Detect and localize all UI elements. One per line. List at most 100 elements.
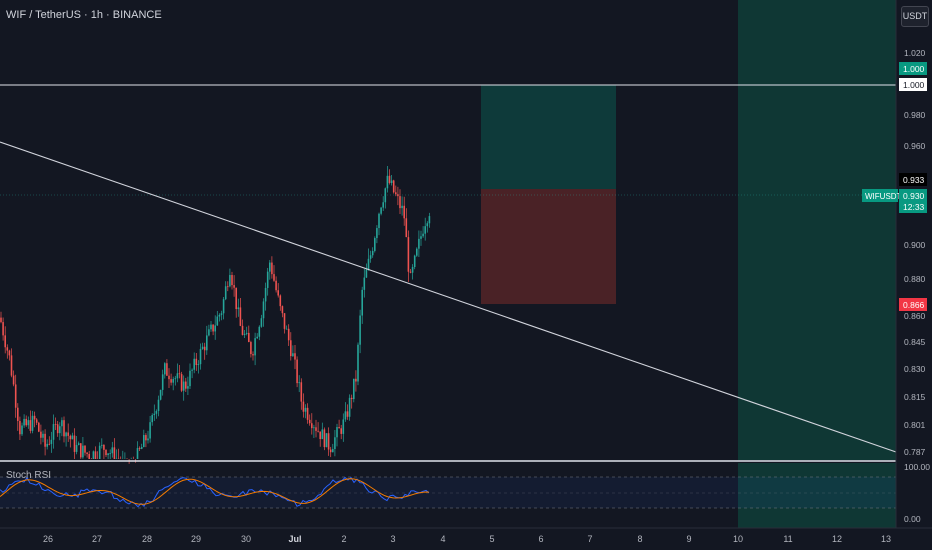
candle-body-up bbox=[313, 427, 315, 429]
candle-body-up bbox=[216, 316, 219, 326]
candle-body-up bbox=[237, 307, 240, 310]
candle-body-up bbox=[258, 326, 261, 337]
candle-body-up bbox=[61, 420, 63, 427]
candle-body-down bbox=[340, 428, 342, 434]
candle-body-up bbox=[369, 255, 372, 259]
candle-body-down bbox=[166, 363, 168, 376]
candle-body-up bbox=[155, 411, 158, 414]
candle-body-up bbox=[285, 328, 288, 330]
candle-body-up bbox=[353, 378, 355, 400]
candle-body-down bbox=[138, 448, 141, 449]
candle-body-up bbox=[153, 413, 156, 416]
candle-body-down bbox=[54, 424, 57, 425]
candle-body-down bbox=[113, 447, 116, 459]
candle-body-up bbox=[298, 382, 300, 384]
candle-body-down bbox=[185, 381, 187, 389]
candle-body-up bbox=[107, 453, 109, 456]
candle-body-up bbox=[21, 425, 23, 435]
time-axis[interactable]: 26 27 28 29 30 Jul 2 3 4 5 6 7 8 9 10 11… bbox=[43, 534, 891, 544]
stoch-rsi-d-line bbox=[0, 478, 430, 505]
candle-body-up bbox=[365, 269, 368, 278]
candle-body-down bbox=[88, 453, 90, 459]
candle-body-down bbox=[311, 423, 313, 429]
candle-body-up bbox=[229, 275, 231, 287]
candle-body-up bbox=[98, 445, 101, 459]
candle-body-down bbox=[178, 373, 181, 375]
candle-body-up bbox=[109, 453, 111, 455]
candle-body-down bbox=[287, 328, 290, 341]
candle-body-up bbox=[254, 338, 256, 356]
candle-body-up bbox=[101, 444, 103, 446]
candle-body-up bbox=[189, 370, 191, 387]
candle-body-up bbox=[411, 267, 414, 273]
candle-body-up bbox=[23, 418, 25, 426]
candle-body-up bbox=[269, 262, 271, 272]
future-zone bbox=[738, 0, 896, 460]
candle-body-down bbox=[275, 280, 277, 291]
time-tick: 6 bbox=[538, 534, 543, 544]
candle-body-up bbox=[46, 443, 48, 447]
candle-body-up bbox=[245, 332, 248, 334]
entry-price-badge bbox=[899, 173, 927, 186]
candle-body-up bbox=[149, 422, 151, 439]
currency-button[interactable]: USDT bbox=[901, 6, 929, 27]
candle-body-down bbox=[277, 290, 279, 296]
rsi-upper-label: 100.00 bbox=[904, 462, 930, 472]
profit-zone[interactable] bbox=[481, 85, 616, 189]
candle-body-down bbox=[38, 422, 40, 432]
price-tick: 0.815 bbox=[904, 392, 926, 402]
candle-body-down bbox=[283, 313, 286, 329]
candle-body-down bbox=[248, 332, 250, 343]
candle-body-up bbox=[50, 439, 53, 444]
candle-body-up bbox=[161, 374, 164, 390]
candle-body-down bbox=[239, 307, 242, 326]
candle-body-up bbox=[336, 427, 338, 438]
stoch-rsi-label[interactable]: Stoch RSI bbox=[6, 470, 52, 481]
candle-body-up bbox=[214, 325, 216, 332]
price-tick: 0.900 bbox=[904, 240, 926, 250]
candle-body-up bbox=[224, 286, 227, 300]
time-tick: 28 bbox=[142, 534, 152, 544]
candle-body-down bbox=[355, 378, 357, 382]
symbol-title[interactable]: WIF / TetherUS · 1h · BINANCE bbox=[6, 9, 162, 21]
target-price-text: 1.000 bbox=[903, 64, 925, 74]
candle-body-down bbox=[56, 424, 59, 434]
candle-body-down bbox=[29, 420, 32, 431]
stop-price-badge bbox=[899, 298, 927, 311]
price-axis[interactable]: 1.020 0.980 0.960 0.900 0.880 0.860 0.84… bbox=[904, 48, 926, 457]
candle-body-up bbox=[218, 314, 221, 317]
candle-body-down bbox=[281, 306, 284, 314]
time-tick: 30 bbox=[241, 534, 251, 544]
time-tick: 2 bbox=[341, 534, 346, 544]
candle-body-up bbox=[174, 378, 177, 380]
candle-body-up bbox=[420, 236, 422, 239]
time-tick: 8 bbox=[637, 534, 642, 544]
candle-body-up bbox=[332, 449, 334, 453]
candle-body-up bbox=[220, 313, 223, 315]
candle-body-up bbox=[164, 363, 166, 375]
stop-price-text: 0.866 bbox=[903, 300, 925, 310]
candle-body-up bbox=[206, 335, 208, 351]
candle-body-up bbox=[363, 277, 366, 290]
candle-body-down bbox=[145, 435, 147, 441]
candle-body-down bbox=[338, 427, 340, 429]
candle-body-up bbox=[65, 432, 67, 437]
price-tick: 0.845 bbox=[904, 337, 926, 347]
candle-body-up bbox=[256, 336, 258, 339]
candle-body-up bbox=[182, 381, 185, 391]
candle-body-down bbox=[300, 382, 303, 402]
candle-body-up bbox=[264, 287, 267, 302]
candle-body-up bbox=[210, 324, 212, 330]
candle-body-up bbox=[292, 353, 294, 357]
candle-body-down bbox=[2, 322, 4, 336]
loss-zone[interactable] bbox=[481, 189, 616, 304]
candle-body-up bbox=[77, 443, 80, 445]
trendline[interactable] bbox=[0, 141, 897, 453]
time-tick: 11 bbox=[783, 534, 792, 544]
candle-body-up bbox=[401, 205, 403, 209]
candle-body-down bbox=[25, 418, 27, 426]
candle-body-down bbox=[40, 431, 42, 438]
candle-body-up bbox=[422, 233, 424, 237]
candle-body-up bbox=[260, 318, 263, 327]
